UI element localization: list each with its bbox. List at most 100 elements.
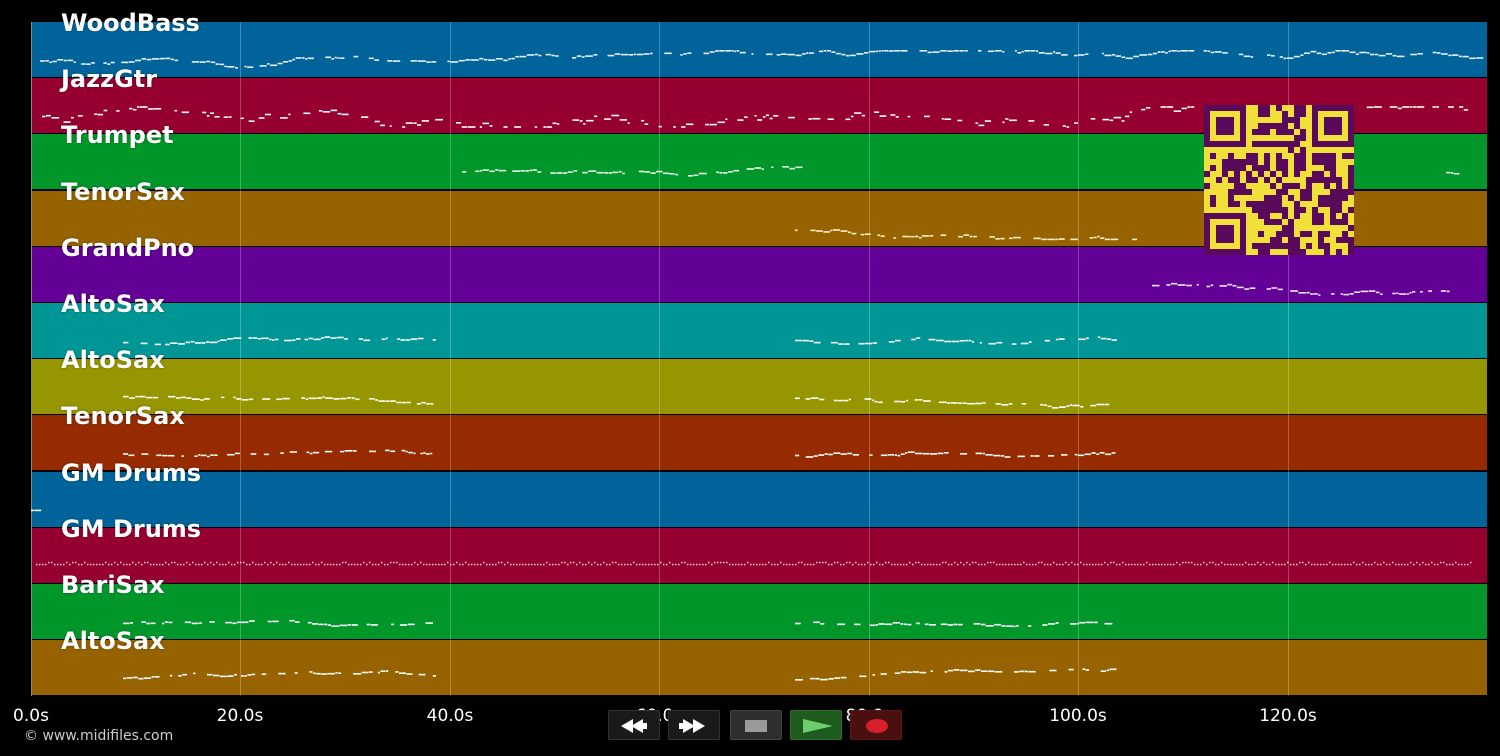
drum-hit [246, 563, 248, 566]
drum-hit [1359, 563, 1361, 566]
midi-note [184, 621, 192, 624]
track-row[interactable] [31, 303, 1487, 358]
midi-note [973, 623, 981, 625]
record-button[interactable] [850, 710, 902, 740]
midi-note [1206, 285, 1211, 288]
rewind-button[interactable] [608, 710, 660, 740]
midi-note [1392, 292, 1396, 295]
drum-hit [942, 561, 944, 564]
drum-hit [624, 563, 626, 566]
midi-note [1266, 288, 1271, 290]
track-row[interactable] [31, 527, 1487, 583]
drum-hit [600, 563, 602, 566]
stop-button[interactable] [730, 710, 782, 740]
midi-note [1055, 338, 1059, 341]
midi-note [834, 677, 841, 679]
midi-note [121, 61, 129, 64]
midi-note [301, 57, 305, 59]
track-label: WoodBass [61, 9, 200, 37]
track-row[interactable] [31, 415, 1487, 471]
drum-hit [1020, 563, 1022, 566]
midi-note [981, 670, 988, 672]
drum-hit [228, 561, 230, 564]
drum-hit [57, 563, 59, 566]
midi-note [877, 234, 881, 237]
midi-note [940, 234, 947, 236]
drum-hit [1254, 563, 1256, 566]
midi-note [305, 398, 308, 401]
drum-hit [567, 563, 569, 566]
midi-note [603, 172, 609, 174]
drum-hit [1095, 563, 1097, 566]
midi-note [174, 109, 178, 112]
midi-note [128, 454, 135, 457]
midi-note [579, 120, 583, 122]
drum-hit [75, 561, 77, 564]
midi-note [1177, 284, 1186, 286]
midi-note [1448, 106, 1454, 108]
midi-note [915, 452, 923, 455]
midi-note [1082, 668, 1086, 670]
drum-hit [1074, 563, 1076, 566]
drum-hit [768, 561, 770, 564]
midi-note [280, 452, 284, 454]
track-row[interactable] [31, 584, 1487, 639]
fast-forward-button[interactable] [668, 710, 720, 740]
midi-note [978, 124, 985, 127]
midi-note [337, 336, 344, 339]
midi-note [947, 624, 953, 626]
midi-note [717, 121, 725, 124]
midi-note [508, 58, 511, 60]
track-row[interactable] [31, 246, 1487, 302]
midi-note [1354, 291, 1361, 293]
midi-note [969, 235, 972, 238]
time-tick-label: 40.0s [426, 706, 474, 726]
drum-hit [627, 563, 629, 566]
qr-code[interactable] [1204, 105, 1354, 255]
drum-hit [993, 561, 995, 564]
midi-note [154, 343, 161, 346]
midi-note [1396, 292, 1399, 295]
play-button[interactable] [790, 710, 842, 740]
drum-hit [954, 561, 956, 564]
midi-note [140, 342, 148, 345]
midi-note [97, 113, 104, 116]
midi-note [1097, 336, 1101, 338]
midi-note [1412, 106, 1417, 108]
midi-note [405, 122, 414, 124]
midi-note [572, 57, 577, 59]
midi-note [620, 53, 629, 56]
drum-hit [234, 563, 236, 566]
midi-note [308, 337, 313, 340]
track-row[interactable] [31, 471, 1487, 527]
midi-note [771, 166, 774, 169]
copyright-text: © www.midifiles.com [24, 728, 174, 744]
drum-hit [1398, 563, 1400, 566]
midi-note [1096, 453, 1100, 455]
track-row[interactable] [31, 22, 1487, 77]
midi-note [787, 53, 795, 56]
track-row[interactable] [31, 640, 1487, 696]
midi-note [432, 675, 436, 677]
midi-note [202, 111, 207, 114]
drum-hit [1242, 563, 1244, 566]
drum-hit [312, 561, 314, 564]
drum-hit [357, 563, 359, 566]
midi-note [1327, 52, 1332, 54]
midi-note [374, 59, 380, 61]
midi-note [919, 237, 922, 239]
midi-note [193, 672, 196, 675]
midi-note [975, 669, 981, 671]
drum-hit [264, 561, 266, 564]
drum-hit [828, 563, 830, 566]
midi-note [389, 400, 396, 402]
drum-hit [906, 563, 908, 566]
drum-hit [1101, 563, 1103, 566]
drum-hit [552, 563, 554, 566]
midi-note [269, 338, 272, 341]
drum-hit [1146, 561, 1148, 564]
midi-note [935, 339, 944, 342]
track-row[interactable] [31, 359, 1487, 415]
midi-note [337, 57, 340, 59]
play-icon [803, 719, 833, 733]
